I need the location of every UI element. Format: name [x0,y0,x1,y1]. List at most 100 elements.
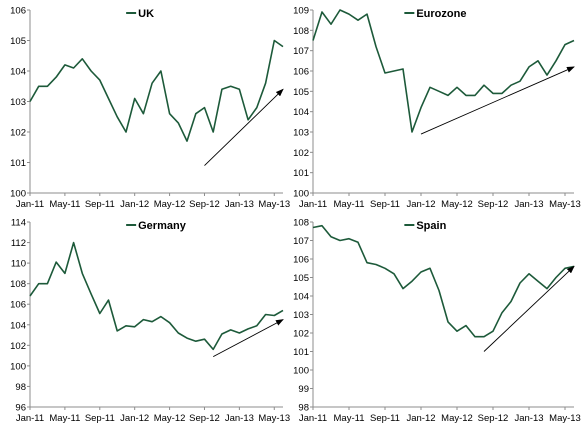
data-point [465,324,467,326]
data-point [29,295,31,297]
y-tick-label: 102 [293,329,309,340]
data-point [133,326,135,328]
x-tick-label: Jan-11 [299,199,327,210]
data-point [366,13,368,15]
x-tick-label: Jan-12 [406,199,435,210]
chart-panel-germany: 96 98 100 102 104 106 108 110 112 114 Jan-11 May-11… [10,218,290,425]
data-point [29,100,31,102]
data-point [312,226,314,228]
series-line-spain [312,224,575,338]
data-point [465,94,467,96]
data-point [99,312,101,314]
data-point [264,313,266,315]
data-point [151,82,153,84]
trend-arrow [420,66,575,135]
x-tick-label: May-11 [49,413,80,424]
y-tick-label: 106 [10,300,26,311]
y-tick-label: 105 [293,87,309,98]
chart-panel-eurozone: 100 101 102 103 104 105 106 107 108 109 Jan-11 May-… [293,6,581,211]
data-point [321,11,323,13]
legend-label: UK [138,8,154,20]
x-tick-label: Sep-11 [85,199,115,210]
data-point [348,237,350,239]
data-point [312,39,314,41]
data-point [160,70,162,72]
y-tick-label: 106 [293,67,309,78]
y-tick-label: 112 [11,238,26,249]
data-point [483,84,485,86]
data-point [168,113,170,115]
y-tick-label: 105 [293,273,309,284]
y-tick-label: 108 [293,218,309,229]
data-point [339,239,341,241]
legend-label: Eurozone [416,8,466,20]
data-point [555,60,557,62]
data-point [186,140,188,142]
x-tick-label: May-11 [49,199,80,210]
data-point [339,9,341,11]
legend-label: Germany [138,220,187,232]
y-tick-label: 107 [293,46,309,57]
data-point [528,66,530,68]
data-point [519,80,521,82]
data-point [447,321,449,323]
x-tick-label: May-12 [441,413,473,424]
data-point [229,85,231,87]
data-point [348,13,350,15]
data-point [546,74,548,76]
data-point [151,320,153,322]
data-point [555,276,557,278]
x-tick-label: Sep-11 [370,199,400,210]
x-tick-label: Sep-12 [189,199,220,210]
data-point [429,267,431,269]
x-tick-label: Sep-12 [189,413,220,424]
data-point [247,119,249,121]
series-line-eurozone [312,9,575,133]
data-point [357,19,359,21]
y-tick-label: 106 [293,255,309,266]
data-point [564,43,566,45]
y-tick-label: 102 [10,128,26,139]
data-point [519,282,521,284]
x-tick-label: Sep-12 [478,413,509,424]
data-point [438,289,440,291]
data-point [125,325,127,327]
data-point [330,23,332,25]
data-point [90,70,92,72]
data-point [510,300,512,302]
data-point [447,94,449,96]
x-tick-label: May-11 [334,413,365,424]
data-point [160,315,162,317]
y-tick-label: 106 [10,6,26,17]
data-point [238,332,240,334]
data-point [256,325,258,327]
data-point [116,116,118,118]
legend-label: Spain [416,220,446,232]
data-point [238,88,240,90]
y-tick-label: 96 [15,403,26,414]
y-tick-label: 108 [293,26,309,37]
data-point [64,64,66,66]
data-point [212,131,214,133]
data-point [282,45,284,47]
x-tick-label: Jan-12 [120,199,149,210]
data-point [510,84,512,86]
data-point [81,272,83,274]
data-point [483,336,485,338]
data-point [221,333,223,335]
data-point [203,106,205,108]
x-tick-label: May-13 [549,199,581,210]
x-tick-label: May-13 [258,413,290,424]
y-tick-label: 108 [10,279,26,290]
data-point [273,39,275,41]
data-point [133,97,135,99]
series-line-uk [29,39,284,142]
data-point [564,267,566,269]
y-tick-label: 105 [10,36,26,47]
y-tick-label: 103 [293,310,309,321]
y-tick-label: 104 [293,292,309,303]
y-tick-label: 100 [10,189,26,200]
x-tick-label: Jan-11 [16,413,44,424]
x-tick-label: Sep-12 [478,199,509,210]
data-point [46,282,48,284]
